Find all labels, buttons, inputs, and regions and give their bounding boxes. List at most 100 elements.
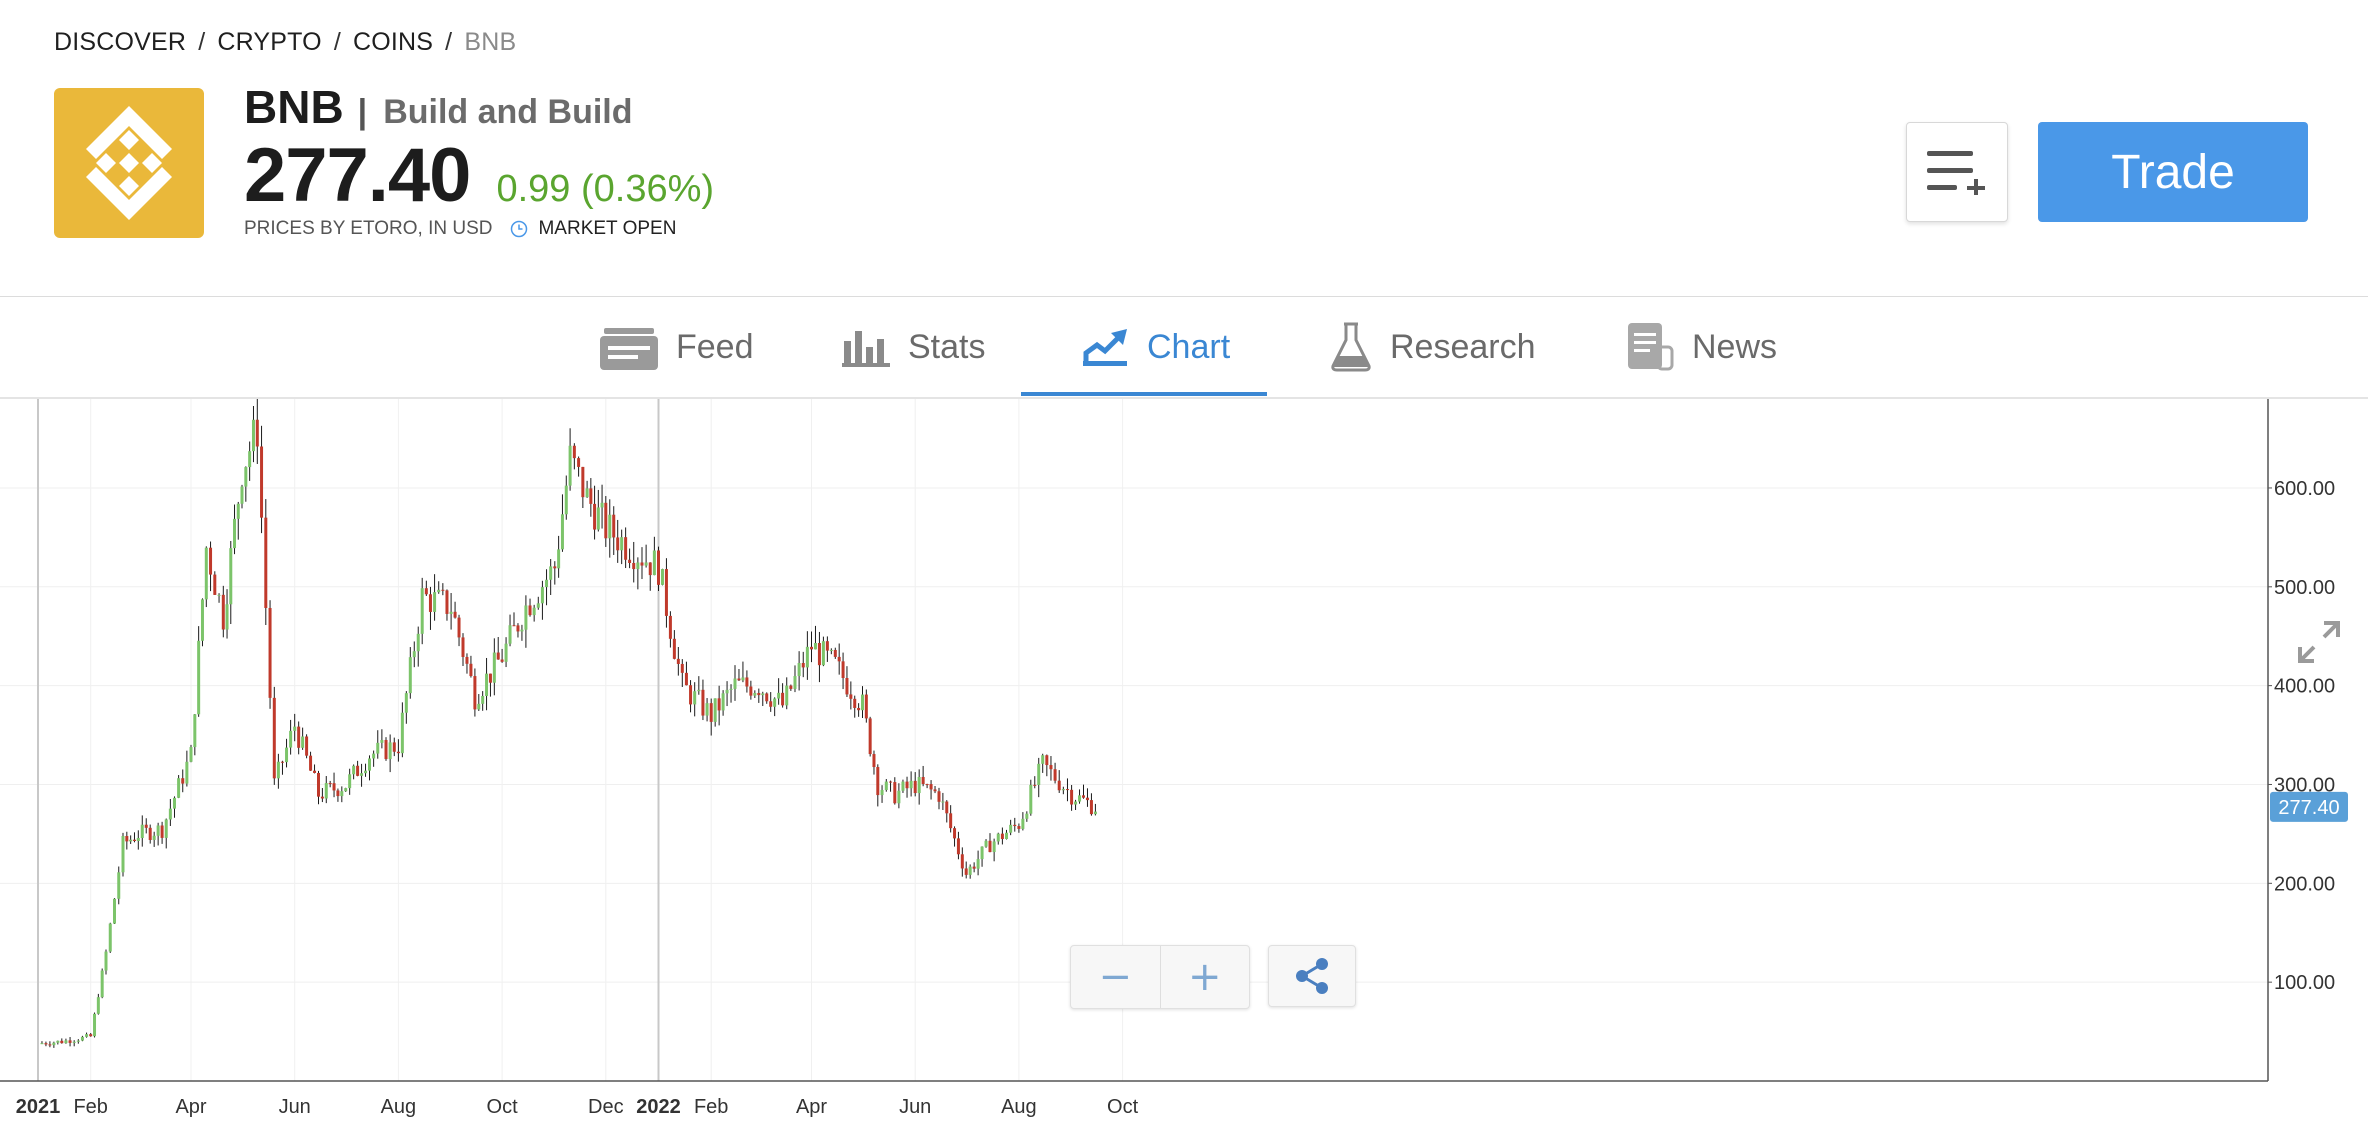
breadcrumb-separator: / [333, 28, 341, 56]
candle-body [313, 770, 317, 773]
candle-body [260, 446, 264, 518]
candle-body [445, 590, 449, 614]
price-chart[interactable]: 100.00 200.00 300.00 400.00 500.00 600.00 2021… [0, 399, 2368, 1140]
candle-body [949, 813, 953, 829]
candle-body [1078, 795, 1082, 802]
candle-body [309, 755, 313, 771]
candle-body [240, 486, 244, 504]
candle-body [789, 685, 793, 689]
x-tick-label: Dec [588, 1096, 624, 1118]
add-to-watchlist-button[interactable] [1906, 122, 2008, 222]
breadcrumb-crypto[interactable]: CRYPTO [217, 28, 322, 56]
candle-body [1082, 795, 1085, 798]
candle-body [693, 691, 697, 705]
candle-body [680, 663, 684, 673]
breadcrumb-discover[interactable]: DISCOVER [54, 28, 187, 56]
candle-body [336, 790, 340, 797]
candle-body [152, 835, 156, 840]
candle-body [297, 726, 301, 748]
candle-body [121, 836, 125, 873]
tab-stats[interactable]: Stats [842, 297, 985, 397]
y-tick-label: 400.00 [2274, 676, 2335, 698]
candle-body [705, 703, 709, 716]
candle-body [348, 774, 352, 789]
candle-body [901, 781, 905, 791]
zoom-in-button[interactable]: + [1161, 946, 1250, 1008]
candle-body [640, 562, 644, 566]
candle-body [1085, 797, 1089, 801]
candle-body [404, 693, 408, 713]
candle-body [753, 692, 757, 696]
candle-body [437, 589, 441, 593]
candle-body [364, 770, 368, 774]
breadcrumb-coins[interactable]: COINS [352, 28, 434, 56]
candle-body [108, 923, 112, 952]
active-tab-indicator [1021, 392, 1267, 396]
candle-body [428, 594, 432, 612]
candle-body [332, 783, 336, 791]
candle-body [148, 827, 152, 840]
candle-body [761, 693, 765, 696]
tab-news[interactable]: News [1628, 297, 1777, 397]
candle-body [376, 742, 380, 754]
candle-body [1005, 832, 1009, 840]
current-price: 277.40 [244, 133, 471, 218]
candle-body [388, 742, 392, 760]
candle-body [356, 765, 360, 776]
candle-body [293, 726, 297, 731]
candle-body [553, 566, 557, 569]
candle-body [1093, 811, 1097, 815]
candle-body [956, 838, 960, 855]
trade-button[interactable]: Trade [2038, 122, 2308, 222]
candle-body [48, 1044, 52, 1046]
candle-body [40, 1043, 44, 1045]
breadcrumb-separator: / [445, 28, 453, 56]
candle-body [285, 747, 289, 763]
title-divider: | [357, 93, 368, 131]
tab-feed[interactable]: Feed [600, 297, 754, 397]
tab-research[interactable]: Research [1330, 297, 1536, 397]
candle-body [568, 445, 572, 486]
tab-chart[interactable]: Chart [1083, 297, 1230, 397]
candle-body [209, 547, 213, 575]
candle-body [933, 789, 937, 792]
expand-icon[interactable] [2296, 619, 2342, 665]
candle-body [721, 693, 725, 711]
candle-body [964, 868, 968, 875]
price-change: 0.99 (0.36%) [496, 168, 715, 210]
candle-body [289, 730, 293, 748]
candle-body [360, 773, 364, 776]
candle-body [500, 659, 504, 662]
x-tick-label: Oct [1107, 1096, 1139, 1118]
y-tick-label: 500.00 [2274, 577, 2335, 599]
candle-body [868, 718, 872, 755]
candle-body [244, 467, 248, 487]
candle-body [853, 698, 857, 708]
candle-body [96, 997, 100, 1014]
candlestick-chart[interactable]: 100.00 200.00 300.00 400.00 500.00 600.00 2021… [0, 399, 2368, 1140]
candle-body [368, 758, 371, 771]
candle-body [1033, 784, 1037, 786]
candle-body [1053, 769, 1057, 781]
candle-body [60, 1040, 64, 1044]
candle-body [857, 707, 861, 711]
price-source: PRICES BY ETORO, IN USD [244, 218, 493, 239]
x-tick-label: Aug [1001, 1096, 1037, 1118]
candle-body [189, 747, 193, 762]
candle-body [841, 661, 845, 678]
candle-body [880, 789, 884, 796]
breadcrumb: DISCOVER / CRYPTO / COINS / BNB [54, 28, 516, 57]
candle-body [1074, 801, 1078, 805]
candle-body [972, 866, 976, 869]
share-button[interactable] [1268, 945, 1356, 1007]
candle-body [773, 698, 777, 707]
candle-body [129, 839, 133, 842]
candle-body [953, 828, 957, 839]
tab-feed-label: Feed [676, 327, 754, 366]
candle-body [604, 502, 608, 539]
candle-body [72, 1041, 76, 1043]
zoom-out-button[interactable]: − [1071, 946, 1160, 1008]
candle-body [905, 781, 909, 789]
candle-body [833, 649, 837, 657]
candle-body [741, 677, 745, 681]
